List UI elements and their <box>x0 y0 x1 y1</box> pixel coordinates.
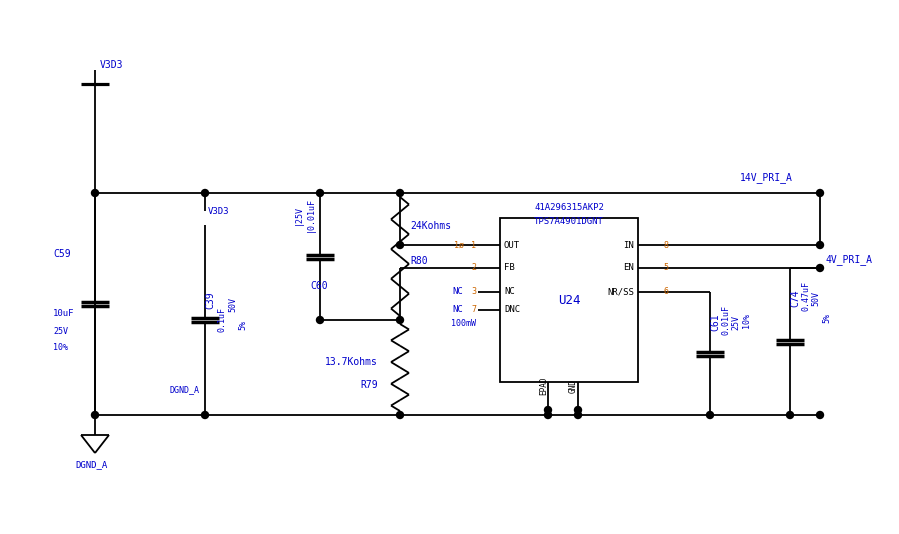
Circle shape <box>92 190 99 197</box>
Circle shape <box>396 190 404 197</box>
Circle shape <box>816 241 823 248</box>
Circle shape <box>816 412 823 419</box>
Circle shape <box>707 412 714 419</box>
Text: NR/SS: NR/SS <box>607 287 634 296</box>
Text: 25V: 25V <box>53 327 68 336</box>
Text: R80: R80 <box>410 256 428 266</box>
Text: 41A296315AKP2: 41A296315AKP2 <box>534 203 604 213</box>
Text: 0.47uF: 0.47uF <box>802 281 811 311</box>
Text: IN: IN <box>623 240 634 249</box>
Text: 3: 3 <box>471 287 476 296</box>
Circle shape <box>574 412 582 419</box>
Text: 4V_PRI_A: 4V_PRI_A <box>825 255 872 265</box>
Circle shape <box>396 241 404 248</box>
Text: DGND_A: DGND_A <box>75 460 107 469</box>
Text: 10%: 10% <box>53 343 68 352</box>
Text: 100mW: 100mW <box>451 319 476 328</box>
Circle shape <box>92 412 99 419</box>
Text: 0.01uF: 0.01uF <box>722 305 731 335</box>
Text: 10uF: 10uF <box>53 310 75 318</box>
Circle shape <box>545 406 551 413</box>
Circle shape <box>816 264 823 271</box>
Text: 1: 1 <box>471 240 476 249</box>
Text: C39: C39 <box>205 291 215 309</box>
Text: |25V: |25V <box>293 205 302 225</box>
Text: NC: NC <box>452 305 463 315</box>
Text: DGND_A: DGND_A <box>170 386 200 395</box>
Text: 1ø: 1ø <box>454 240 464 249</box>
Text: |0.01uF: |0.01uF <box>306 198 315 232</box>
Circle shape <box>816 190 823 197</box>
Text: 6: 6 <box>663 287 668 296</box>
Text: FB: FB <box>504 263 515 272</box>
Text: NC: NC <box>504 287 515 296</box>
Text: GND: GND <box>569 379 578 393</box>
Text: EN: EN <box>623 263 634 272</box>
Text: EPAD: EPAD <box>539 377 548 395</box>
Text: 13.7Kohms: 13.7Kohms <box>325 357 378 367</box>
Text: 50V: 50V <box>228 297 237 312</box>
Text: 0.1uF: 0.1uF <box>218 308 227 333</box>
Circle shape <box>574 406 582 413</box>
Text: 50V: 50V <box>812 290 821 305</box>
Text: C74: C74 <box>790 289 800 307</box>
Text: DNC: DNC <box>504 305 521 315</box>
Text: NC: NC <box>452 287 463 296</box>
Text: V3D3: V3D3 <box>208 207 229 216</box>
Text: 10%: 10% <box>742 312 751 327</box>
Text: R79: R79 <box>360 380 378 390</box>
Text: 9: 9 <box>546 412 550 420</box>
Text: 5%: 5% <box>238 320 247 330</box>
Circle shape <box>316 317 324 324</box>
Circle shape <box>201 412 209 419</box>
Text: 5: 5 <box>663 263 668 272</box>
Circle shape <box>316 190 324 197</box>
Circle shape <box>396 412 404 419</box>
Bar <box>500 218 638 382</box>
Circle shape <box>396 317 404 324</box>
Text: 5%: 5% <box>823 313 832 323</box>
Text: 2: 2 <box>471 263 476 272</box>
Circle shape <box>545 412 551 419</box>
Circle shape <box>201 190 209 197</box>
Text: 24Kohms: 24Kohms <box>410 221 451 231</box>
Text: C61: C61 <box>710 313 720 331</box>
Text: 8: 8 <box>663 240 668 249</box>
Text: V3D3: V3D3 <box>100 60 123 70</box>
Text: TPS7A4901DGNT: TPS7A4901DGNT <box>534 216 604 225</box>
Text: OUT: OUT <box>504 240 521 249</box>
Text: 14V_PRI_A: 14V_PRI_A <box>740 172 793 184</box>
Circle shape <box>787 412 794 419</box>
Text: 25V: 25V <box>732 315 741 329</box>
Text: C60: C60 <box>310 281 327 291</box>
Text: 4: 4 <box>575 412 581 420</box>
Text: 7: 7 <box>471 305 476 315</box>
Text: C59: C59 <box>53 249 71 259</box>
Text: U24: U24 <box>557 294 580 307</box>
